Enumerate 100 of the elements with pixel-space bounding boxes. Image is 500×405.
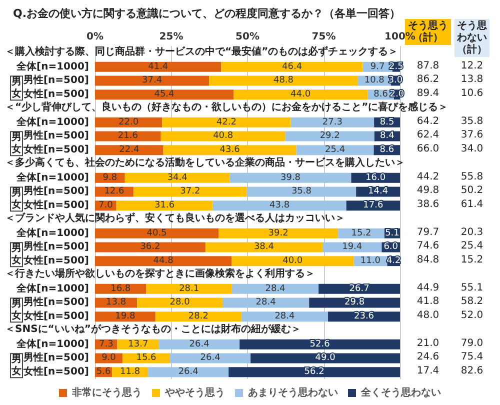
bar	[209, 76, 358, 86]
text: 89.4	[416, 88, 440, 100]
y-tick-label: 男性[n=500]	[22, 296, 89, 308]
y-tick-label: 女性[n=500]	[22, 366, 89, 378]
data-label: 15.2	[351, 228, 372, 238]
data-label: 29.2	[320, 131, 340, 142]
text: 13.8	[460, 74, 484, 86]
text: 12.2	[460, 60, 484, 72]
data-label: 13.7	[128, 339, 148, 350]
text: 男女	[12, 298, 22, 322]
y-tick-label: 女性[n=500]	[22, 310, 89, 322]
bar	[290, 117, 374, 128]
text: 74.6	[416, 240, 440, 252]
data-label: 42.2	[216, 117, 236, 128]
text: 男女	[12, 132, 22, 156]
data-label: 5.1	[385, 228, 400, 238]
data-label: 7.0	[98, 200, 114, 211]
data-label: 49.0	[315, 353, 336, 364]
data-label: 25.4	[325, 145, 346, 156]
data-label: 37.4	[142, 76, 162, 86]
data-label: 9.8	[102, 172, 118, 183]
data-label: 48.8	[273, 76, 294, 86]
data-label: 40.0	[282, 256, 303, 266]
text: 男女	[12, 188, 22, 211]
text: 48.0	[416, 310, 440, 322]
legend-label: ややそう思う	[164, 386, 225, 398]
data-label: 11.8	[120, 367, 140, 378]
data-label: 28.4	[256, 298, 276, 308]
y-tick-label: 男性[n=500]	[22, 240, 89, 253]
data-label: 10.8	[364, 76, 385, 86]
text: 55.8	[460, 171, 484, 182]
text: 34.0	[460, 144, 484, 155]
bar	[218, 228, 338, 238]
bar	[95, 62, 222, 72]
text: 55.1	[460, 282, 484, 294]
y-tick-label: 男性[n=500]	[22, 74, 89, 86]
data-label: 9.0	[102, 353, 116, 364]
data-label: 19.8	[115, 312, 136, 322]
bar	[95, 228, 219, 238]
data-label: 28.4	[265, 284, 286, 294]
data-label: 36.2	[140, 242, 160, 252]
legend-label: 全くそう思わない	[360, 386, 441, 398]
data-label: 8.5	[380, 117, 394, 128]
data-label: 44.0	[290, 90, 311, 100]
bar	[240, 339, 400, 350]
bar	[232, 256, 354, 266]
text: 25.4	[460, 240, 484, 252]
bar	[116, 200, 213, 211]
data-label: 46.4	[282, 62, 302, 72]
text: 10.6	[460, 88, 484, 100]
bar	[212, 200, 346, 211]
data-label: 13.8	[106, 298, 126, 308]
bar	[124, 172, 230, 183]
data-label: 19.4	[342, 242, 362, 252]
bar	[232, 284, 319, 294]
data-label: 43.6	[220, 145, 240, 156]
bar	[246, 186, 356, 197]
data-label: 16.8	[110, 284, 131, 294]
text: 44.9	[416, 282, 440, 294]
y-tick-label: 全体[n=1000]	[16, 338, 89, 350]
text: 男女	[12, 243, 22, 266]
bar	[285, 131, 374, 142]
text: 61.4	[460, 199, 484, 210]
y-tick-label: 全体[n=1000]	[16, 226, 89, 239]
annotation: ＜ブランドや人気に関わらず、安くても良いものを選べる人はカッコいい＞	[5, 212, 345, 224]
y-tick-label: 男性[n=500]	[22, 130, 89, 142]
bar	[159, 339, 240, 350]
bar	[233, 90, 368, 100]
y-tick-label: 女性[n=500]	[22, 254, 89, 267]
bar	[95, 145, 164, 156]
data-label: 35.8	[291, 186, 312, 197]
data-label: 8.6	[380, 145, 394, 156]
data-label: 37.2	[180, 186, 200, 197]
annotation: ＜多少高くても、社会のためになる活動をしている企業の商品・サービスを購入したい＞	[5, 156, 405, 168]
annotation: ＜SNSに“いいね”がつきそうなもの・ことには財布の紐が緩む＞	[5, 322, 301, 335]
data-label: 31.6	[154, 200, 175, 211]
bar	[148, 367, 229, 378]
data-label: 8.4	[380, 131, 395, 142]
x-tick-label: 50%	[236, 32, 260, 42]
bar	[95, 117, 162, 128]
bar	[221, 62, 363, 72]
y-tick-label: 全体[n=1000]	[16, 282, 89, 294]
text: 86.2	[416, 74, 440, 86]
text: 男女	[10, 76, 22, 100]
text: 15.2	[460, 254, 484, 266]
text: 79.0	[460, 338, 484, 349]
text: そう思わない（計）	[456, 20, 487, 56]
y-tick-label: 女性[n=500]	[22, 199, 89, 212]
bar	[162, 117, 291, 128]
bar	[95, 256, 232, 266]
bar	[250, 353, 400, 364]
chart-title: Q.お金の使い方に関する意識について、どの程度同意するか？（各単一回答）	[13, 7, 401, 20]
data-label: 5.6	[96, 367, 111, 378]
text: 24.6	[416, 352, 440, 363]
data-label: 29.8	[344, 298, 365, 308]
data-label: 45.4	[154, 90, 175, 100]
x-tick-label: 0%	[86, 32, 104, 42]
bar	[95, 90, 234, 100]
bar	[222, 298, 310, 308]
text: 41.8	[416, 296, 440, 308]
